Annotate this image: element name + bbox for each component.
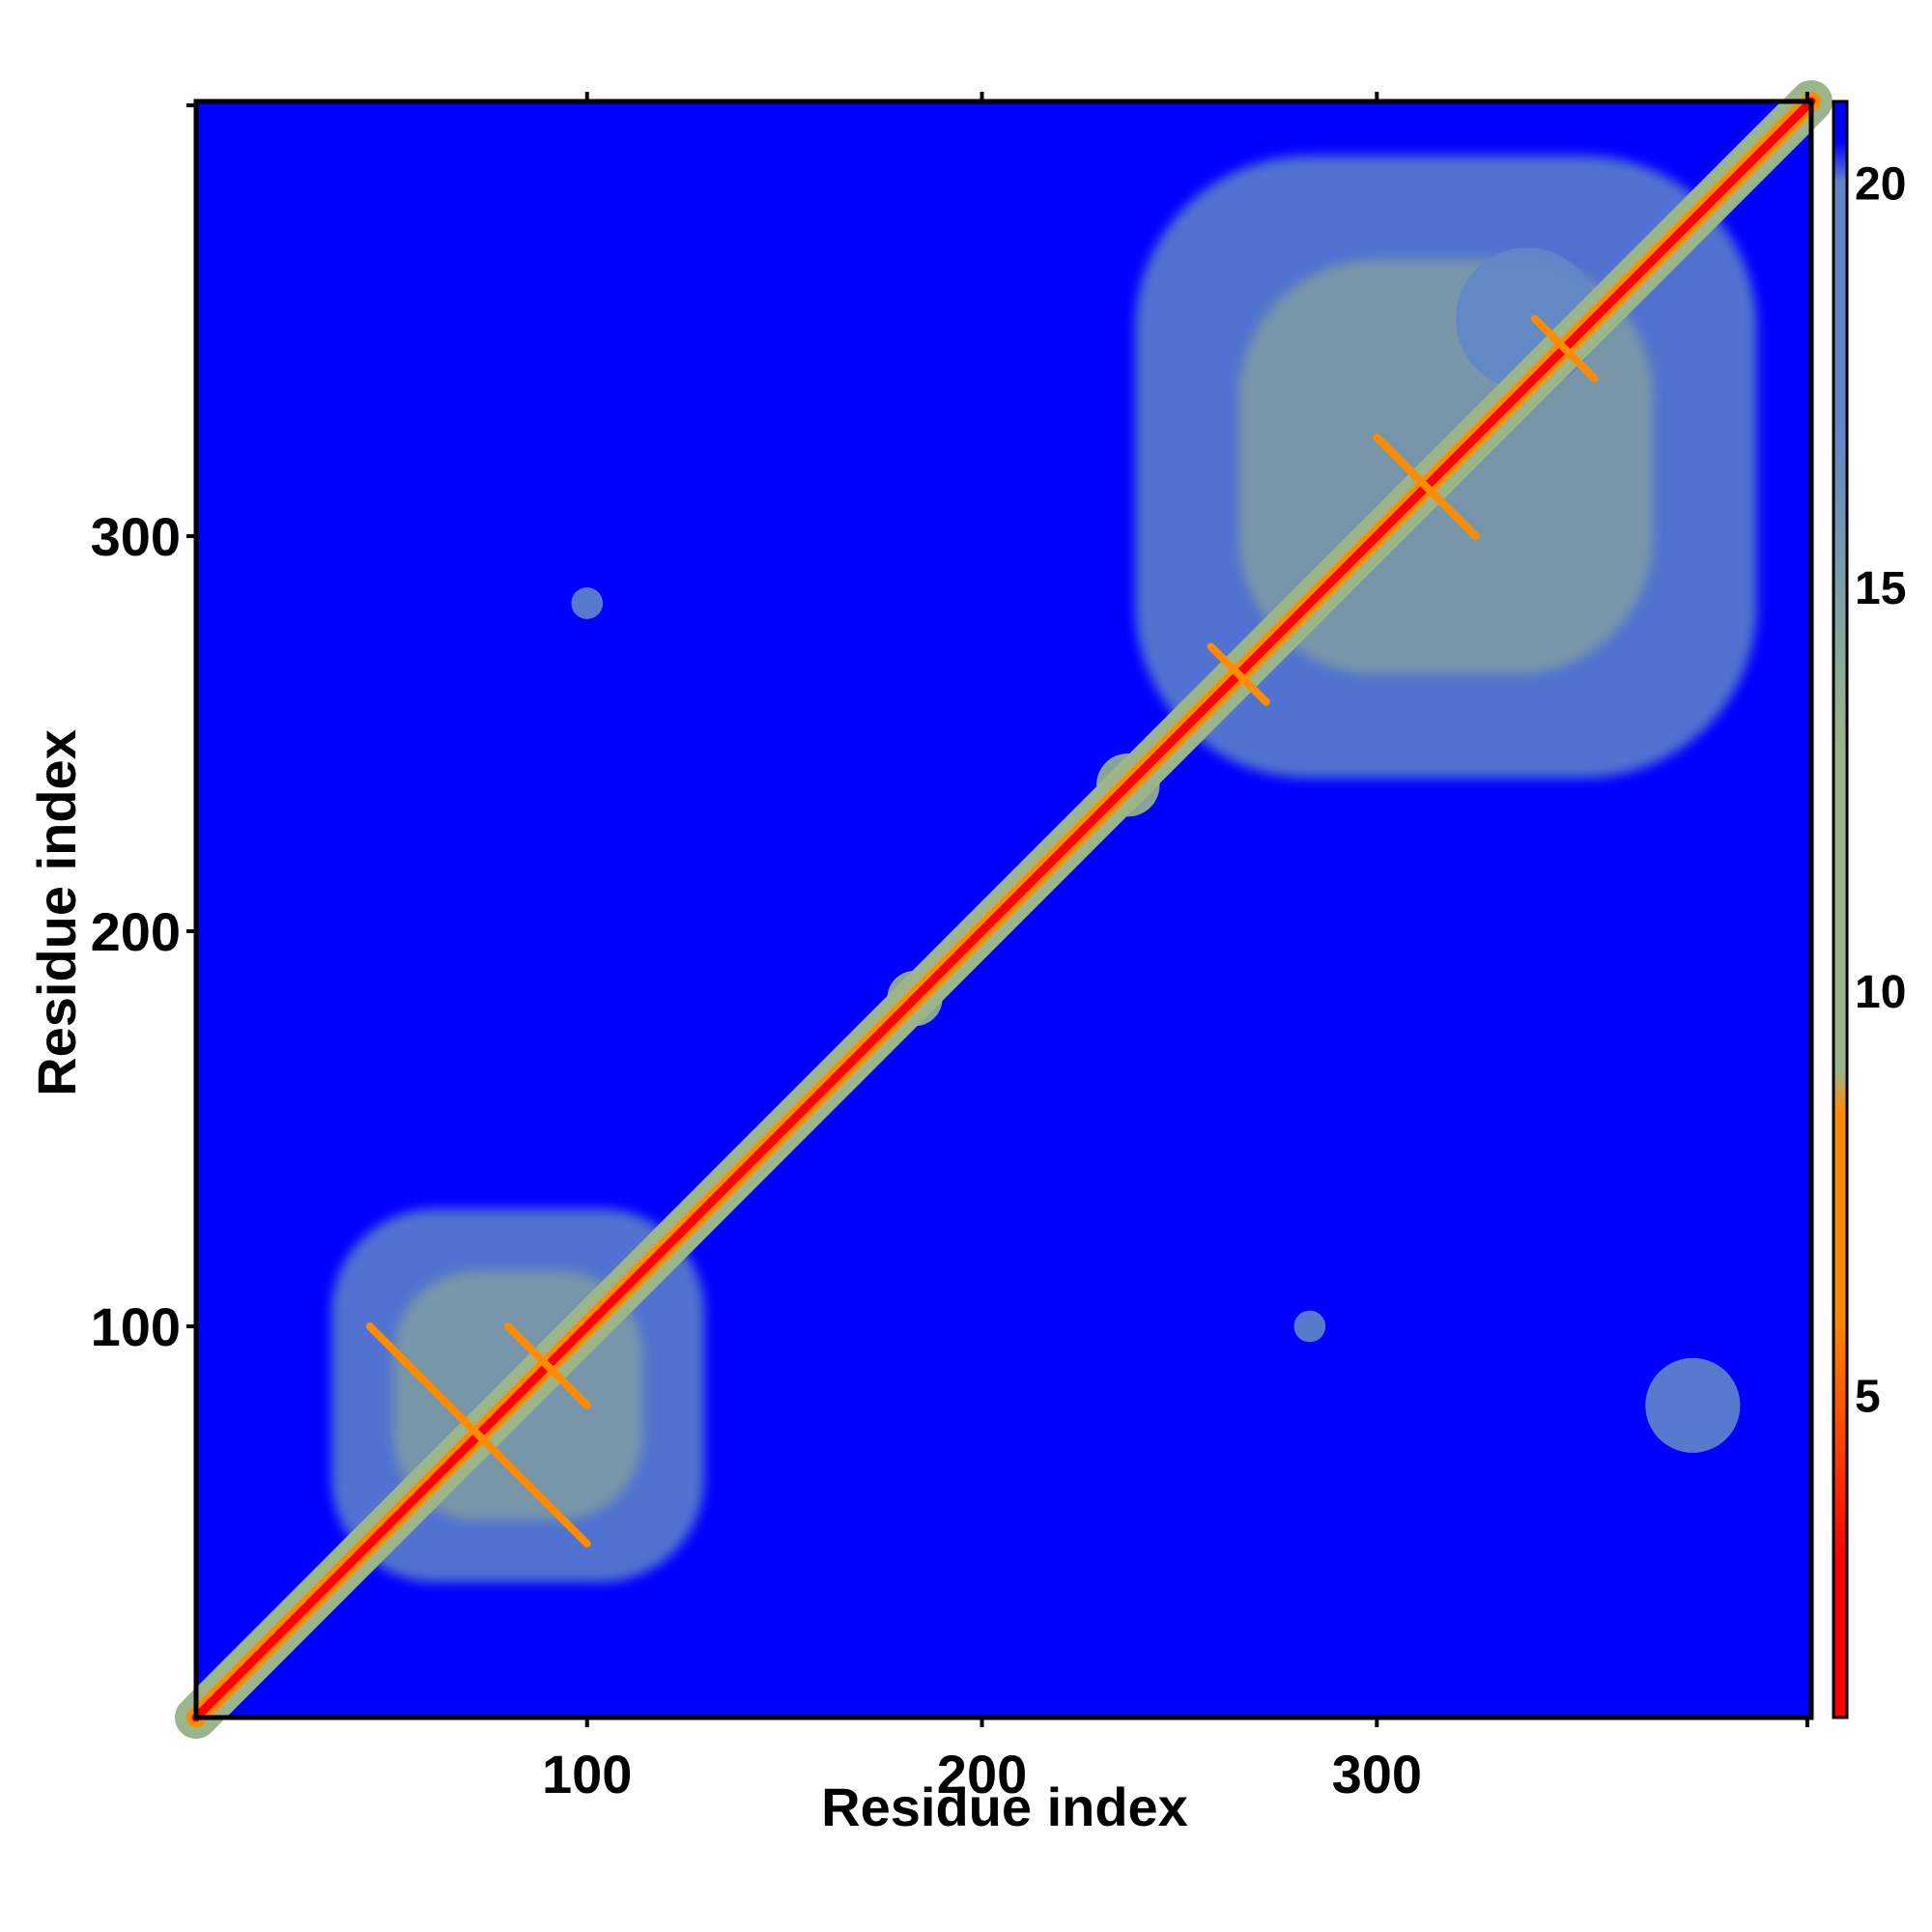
heatmap-patch — [571, 587, 604, 619]
colorbar-tick-label: 10 — [1855, 967, 1906, 1018]
plot-area — [175, 80, 1833, 1739]
y-tick-label: 100 — [91, 1296, 181, 1357]
contact-line — [1373, 433, 1480, 540]
colorbar: 5 10 15 20 — [1832, 99, 1906, 1719]
heatmap-patch — [1645, 1357, 1741, 1453]
x-tick-label: 300 — [1332, 1744, 1422, 1804]
x-axis: 100 200 300 — [542, 92, 1809, 1804]
contact-line — [1530, 314, 1599, 383]
x-tick-label: 200 — [937, 1744, 1027, 1804]
heatmap-patch — [1293, 1310, 1326, 1343]
y-tick-label: 200 — [91, 901, 181, 962]
contact-line — [365, 1322, 591, 1548]
colorbar-bar — [1832, 99, 1849, 1719]
contact-line — [1207, 642, 1270, 706]
x-axis-title: Residue index — [821, 1776, 1188, 1837]
y-axis: 100 200 300 — [91, 103, 196, 1357]
contact-line — [503, 1322, 591, 1409]
colorbar-tick-label: 5 — [1855, 1371, 1881, 1422]
plot-frame — [193, 99, 1814, 1720]
diagonal-core — [191, 97, 1816, 1722]
colorbar-tick-label: 15 — [1855, 563, 1906, 614]
colorbar-tick-label: 20 — [1855, 159, 1906, 211]
x-tick-label: 100 — [542, 1744, 632, 1804]
y-tick-label: 300 — [91, 506, 181, 567]
y-axis-title: Residue index — [26, 729, 87, 1096]
